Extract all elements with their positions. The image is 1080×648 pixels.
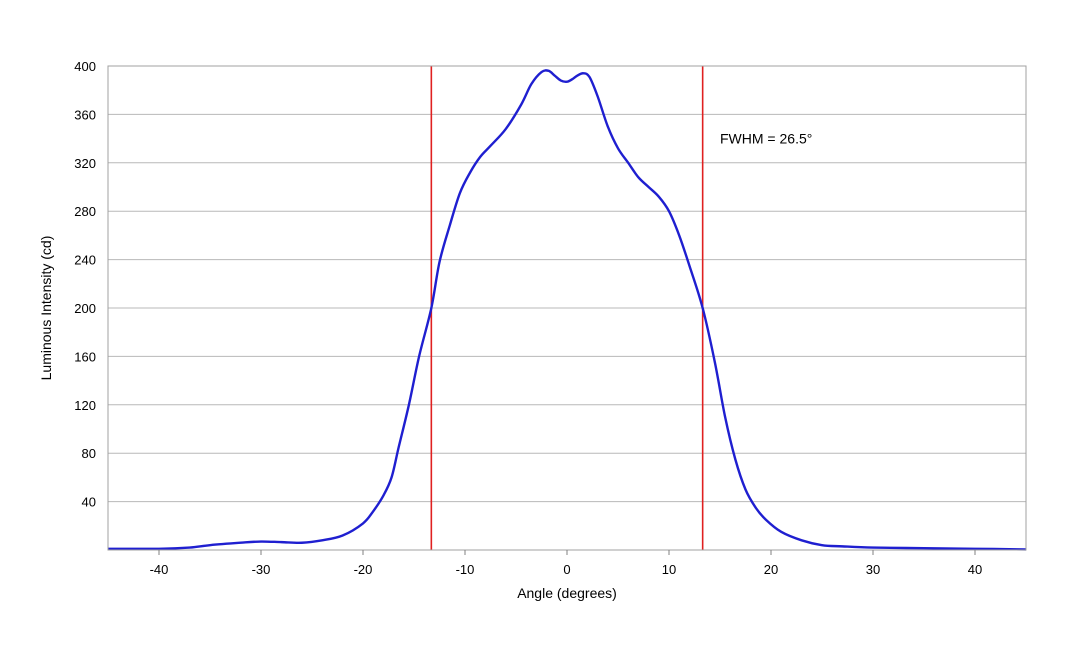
- y-tick-label: 80: [82, 446, 96, 461]
- y-tick-label: 280: [74, 204, 96, 219]
- series-line: [107, 69, 1027, 551]
- x-axis-title: Angle (degrees): [517, 585, 617, 601]
- x-tick-label: 30: [866, 562, 880, 577]
- series-layer: [107, 69, 1027, 551]
- x-tick-label: -10: [456, 562, 475, 577]
- y-tick-labels: 40 80 120 160 200 240 280 320 360 400: [74, 59, 96, 510]
- x-tick-labels: -40 -30 -20 -10 0 10 20 30 40: [150, 550, 982, 577]
- annotations: FWHM = 26.5°: [720, 131, 812, 147]
- x-tick-label: -30: [252, 562, 271, 577]
- x-tick-label: -20: [354, 562, 373, 577]
- y-tick-label: 200: [74, 301, 96, 316]
- gridlines: [108, 65, 1026, 551]
- x-tick-label: -40: [150, 562, 169, 577]
- y-tick-label: 120: [74, 398, 96, 413]
- x-tick-label: 40: [968, 562, 982, 577]
- y-tick-label: 400: [74, 59, 96, 74]
- y-tick-label: 40: [82, 495, 96, 510]
- y-tick-label: 240: [74, 253, 96, 268]
- x-tick-label: 10: [662, 562, 676, 577]
- y-tick-label: 160: [74, 349, 96, 364]
- y-tick-label: 320: [74, 156, 96, 171]
- x-tick-label: 20: [764, 562, 778, 577]
- y-axis-title: Luminous Intensity (cd): [38, 236, 54, 381]
- x-tick-label: 0: [563, 562, 570, 577]
- y-tick-label: 360: [74, 107, 96, 122]
- fwhm-annotation: FWHM = 26.5°: [720, 131, 812, 147]
